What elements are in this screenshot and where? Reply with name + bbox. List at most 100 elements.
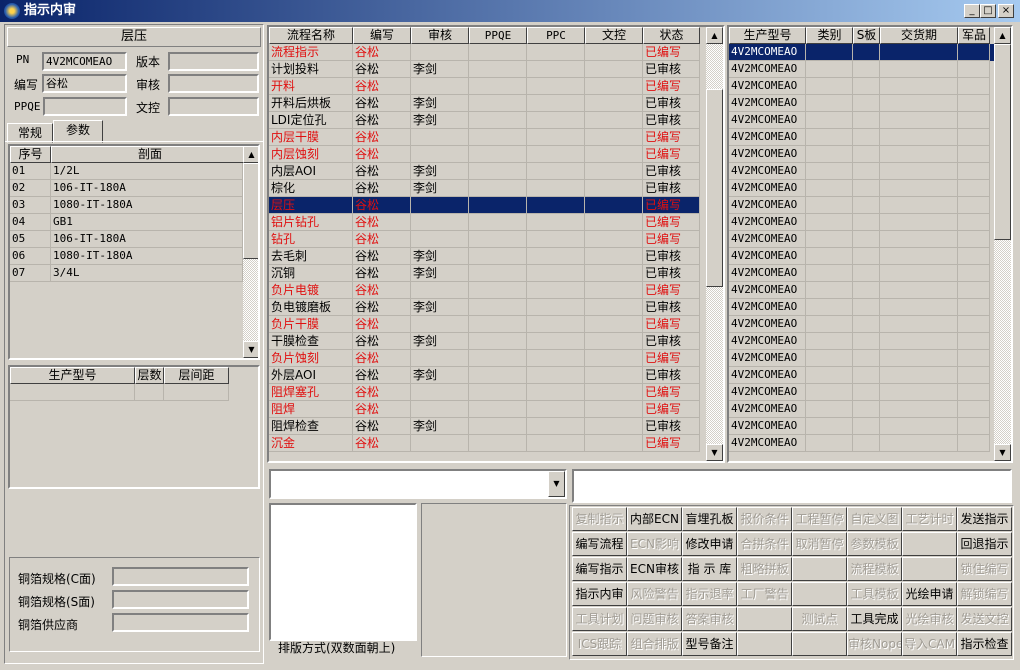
table-row[interactable]: 阻焊塞孔 谷松 已编写 bbox=[269, 384, 700, 401]
action-button[interactable]: 发送文控 bbox=[957, 607, 1012, 631]
action-button[interactable]: 内部ECN bbox=[627, 507, 682, 531]
table-row[interactable]: 06 1080-IT-180A bbox=[10, 248, 243, 265]
action-button[interactable] bbox=[902, 557, 957, 581]
action-button[interactable]: 指示检查 bbox=[957, 632, 1012, 656]
list-item[interactable]: 4V2MCOMEAO bbox=[729, 95, 990, 112]
table-row[interactable]: 沉金 谷松 已编写 bbox=[269, 435, 700, 452]
action-button[interactable]: 复制指示 bbox=[572, 507, 627, 531]
option-dropdown[interactable]: ▼ bbox=[269, 469, 567, 499]
list-item[interactable]: 4V2MCOMEAO bbox=[729, 163, 990, 180]
table-row[interactable]: 03 1080-IT-180A bbox=[10, 197, 243, 214]
table-row[interactable]: 计划投料 谷松 李剑 已审核 bbox=[269, 61, 700, 78]
list-item[interactable]: 4V2MCOMEAO bbox=[729, 197, 990, 214]
scroll-up-icon[interactable]: ▲ bbox=[706, 27, 723, 44]
list-item[interactable]: 4V2MCOMEAO bbox=[729, 265, 990, 282]
action-button[interactable]: 发送指示 bbox=[957, 507, 1012, 531]
list-item[interactable]: 4V2MCOMEAO bbox=[729, 44, 994, 61]
action-button[interactable]: 编写流程 bbox=[572, 532, 627, 556]
action-button[interactable]: 报价条件 bbox=[737, 507, 792, 531]
action-button[interactable]: 答案审核 bbox=[682, 607, 737, 631]
table-row[interactable]: 铝片钻孔 谷松 已编写 bbox=[269, 214, 700, 231]
table-row[interactable]: 阻焊检查 谷松 李剑 已审核 bbox=[269, 418, 700, 435]
table-row[interactable]: 负片干膜 谷松 已编写 bbox=[269, 316, 700, 333]
action-button[interactable]: 自定义图 bbox=[847, 507, 902, 531]
table-row[interactable]: 阻焊 谷松 已编写 bbox=[269, 401, 700, 418]
action-button[interactable]: 工具模板 bbox=[847, 582, 902, 606]
col-header-profile[interactable]: 剖面 bbox=[51, 146, 249, 163]
table-row[interactable]: 开料 谷松 已编写 bbox=[269, 78, 700, 95]
list-item[interactable]: 4V2MCOMEAO bbox=[729, 367, 990, 384]
list-item[interactable]: 4V2MCOMEAO bbox=[729, 146, 990, 163]
table-row[interactable]: 干膜检查 谷松 李剑 已审核 bbox=[269, 333, 700, 350]
scroll-down-icon[interactable]: ▼ bbox=[243, 341, 258, 358]
chevron-down-icon[interactable]: ▼ bbox=[548, 471, 565, 497]
action-button[interactable]: 测试点 bbox=[792, 607, 847, 631]
list-item[interactable]: 4V2MCOMEAO bbox=[729, 435, 990, 452]
col-header[interactable]: 交货期 bbox=[880, 27, 958, 44]
action-button[interactable]: 问题审核 bbox=[627, 607, 682, 631]
col-header[interactable]: 类别 bbox=[806, 27, 853, 44]
list-item[interactable]: 4V2MCOMEAO bbox=[729, 384, 990, 401]
col-header[interactable]: 状态 bbox=[643, 27, 700, 44]
table-row[interactable]: LDI定位孔 谷松 李剑 已审核 bbox=[269, 112, 700, 129]
table-row[interactable]: 负电镀磨板 谷松 李剑 已审核 bbox=[269, 299, 700, 316]
action-button[interactable] bbox=[792, 632, 847, 656]
table-row[interactable]: 开料后烘板 谷松 李剑 已审核 bbox=[269, 95, 700, 112]
flow-scrollbar[interactable]: ▲ ▼ bbox=[706, 27, 723, 461]
table-row[interactable]: 01 1/2L bbox=[10, 163, 243, 180]
action-button[interactable]: 流程模板 bbox=[847, 557, 902, 581]
table-row[interactable]: 负片电镀 谷松 已编写 bbox=[269, 282, 700, 299]
scroll-up-icon[interactable]: ▲ bbox=[243, 146, 258, 163]
stack-scrollbar[interactable]: ▲ ▼ bbox=[243, 146, 258, 358]
scroll-thumb[interactable] bbox=[994, 44, 1011, 240]
list-item[interactable]: 4V2MCOMEAO bbox=[729, 180, 990, 197]
action-button[interactable]: 指示退率 bbox=[682, 582, 737, 606]
action-button[interactable] bbox=[737, 632, 792, 656]
copper-field[interactable] bbox=[112, 567, 249, 586]
action-button[interactable]: 导入CAM bbox=[902, 632, 957, 656]
action-button[interactable]: ECN审核 bbox=[627, 557, 682, 581]
action-button[interactable]: 工艺计时 bbox=[902, 507, 957, 531]
table-row[interactable]: 流程指示 谷松 已编写 bbox=[269, 44, 700, 61]
action-button[interactable] bbox=[792, 582, 847, 606]
action-button[interactable]: 指示内审 bbox=[572, 582, 627, 606]
action-button[interactable]: 工具完成 bbox=[847, 607, 902, 631]
close-button[interactable]: × bbox=[998, 4, 1014, 18]
action-button[interactable]: 工具计划 bbox=[572, 607, 627, 631]
action-button[interactable]: 光绘申请 bbox=[902, 582, 957, 606]
copper-field[interactable] bbox=[112, 590, 249, 609]
table-row[interactable]: 棕化 谷松 李剑 已审核 bbox=[269, 180, 700, 197]
pn-field[interactable]: 4V2MCOMEAO bbox=[42, 52, 127, 71]
col-header[interactable]: PPQE bbox=[469, 27, 527, 44]
action-button[interactable]: 工厂警告 bbox=[737, 582, 792, 606]
list-item[interactable]: 4V2MCOMEAO bbox=[729, 129, 990, 146]
table-row[interactable]: 层压 谷松 已编写 bbox=[269, 197, 700, 214]
list-item[interactable]: 4V2MCOMEAO bbox=[729, 418, 990, 435]
col-header-model[interactable]: 生产型号 bbox=[10, 367, 135, 384]
list-item[interactable]: 4V2MCOMEAO bbox=[729, 61, 990, 78]
list-item[interactable]: 4V2MCOMEAO bbox=[729, 401, 990, 418]
list-item[interactable]: 4V2MCOMEAO bbox=[729, 333, 990, 350]
table-row[interactable]: 去毛刺 谷松 李剑 已审核 bbox=[269, 248, 700, 265]
action-button[interactable] bbox=[902, 532, 957, 556]
action-button[interactable]: 组合排版 bbox=[627, 632, 682, 656]
list-item[interactable]: 4V2MCOMEAO bbox=[729, 78, 990, 95]
tab-general[interactable]: 常规 bbox=[7, 123, 53, 143]
action-button[interactable]: 指 示 库 bbox=[682, 557, 737, 581]
col-header-index[interactable]: 序号 bbox=[10, 146, 51, 163]
table-row[interactable]: 沉铜 谷松 李剑 已审核 bbox=[269, 265, 700, 282]
table-row[interactable]: 02 106-IT-180A bbox=[10, 180, 243, 197]
scroll-up-icon[interactable]: ▲ bbox=[994, 27, 1011, 44]
writer-field[interactable]: 谷松 bbox=[42, 74, 127, 93]
scroll-thumb[interactable] bbox=[706, 89, 723, 287]
action-button[interactable]: 光绘审核 bbox=[902, 607, 957, 631]
list-item[interactable]: 4V2MCOMEAO bbox=[729, 248, 990, 265]
copper-field[interactable] bbox=[112, 613, 249, 632]
list-item[interactable]: 4V2MCOMEAO bbox=[729, 112, 990, 129]
col-header-spacing[interactable]: 层间距 bbox=[164, 367, 229, 384]
table-row[interactable]: 内层蚀刻 谷松 已编写 bbox=[269, 146, 700, 163]
action-button[interactable]: 取消暂停 bbox=[792, 532, 847, 556]
col-header-layers[interactable]: 层数 bbox=[135, 367, 164, 384]
list-item[interactable]: 4V2MCOMEAO bbox=[729, 214, 990, 231]
action-button[interactable]: 编写指示 bbox=[572, 557, 627, 581]
